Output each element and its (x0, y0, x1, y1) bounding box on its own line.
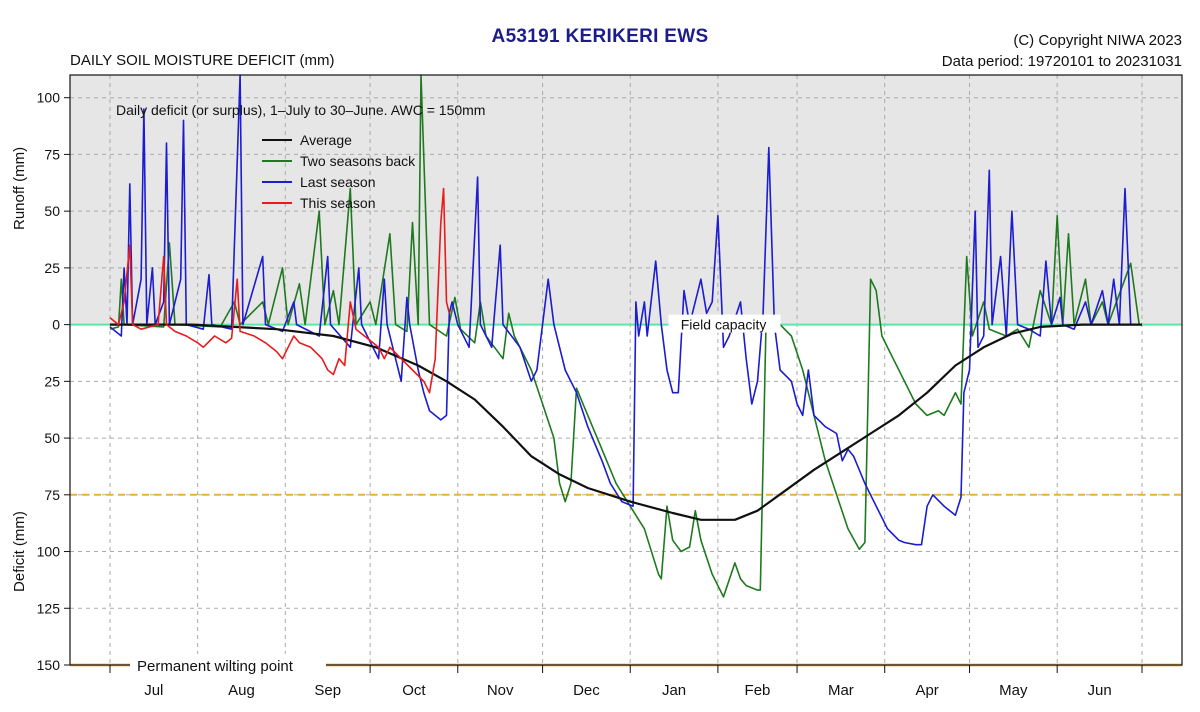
x-tick-label: Feb (745, 682, 771, 699)
y-axis-label-runoff: Runoff (mm) (11, 147, 28, 230)
y-tick-label: 25 (44, 373, 60, 389)
chart-title: A53191 KERIKERI EWS (491, 26, 709, 47)
legend-label: Average (300, 132, 352, 148)
y-tick-label: 100 (37, 90, 61, 106)
legend-label: Last season (300, 174, 376, 190)
y-tick-label: 50 (44, 203, 60, 219)
x-tick-label: Jul (144, 682, 163, 699)
x-tick-label: Mar (828, 682, 854, 699)
wilting-point-label-bg (130, 654, 326, 674)
axes: 100 75 50 25 0 25 50 75 100 125 150 Jul Aug Sep Oct Nov… (11, 90, 1143, 699)
legend-label: Two seasons back (300, 153, 416, 169)
y-tick-label: 25 (44, 260, 60, 276)
y-tick-label: 75 (44, 487, 60, 503)
y-tick-label: 100 (37, 544, 61, 560)
x-tick-label: Apr (915, 682, 938, 699)
legend-label: This season (300, 195, 375, 211)
y-tick-label: 50 (44, 430, 60, 446)
y-tick-label: 0 (52, 317, 60, 333)
x-tick-label: Sep (314, 682, 341, 699)
series-line-average (110, 323, 1142, 521)
series-lines (109, 74, 1142, 598)
x-tick-label: May (999, 682, 1028, 699)
x-tick-label: Jun (1087, 682, 1111, 699)
x-tick-label: Dec (573, 682, 600, 699)
copyright-notice: (C) Copyright NIWA 2023 (1013, 32, 1182, 49)
y-axis-label-deficit: Deficit (mm) (11, 511, 28, 592)
series-line-this-season (109, 187, 451, 394)
field-capacity-label: Field capacity (681, 317, 767, 333)
x-tick-label: Aug (228, 682, 255, 699)
legend: Average Two seasons back Last season This s… (262, 132, 416, 211)
data-period: Data period: 19720101 to 20231031 (941, 53, 1182, 70)
y-tick-label: 125 (37, 600, 61, 616)
x-tick-label: Oct (402, 682, 426, 699)
y-tick-label: 75 (44, 146, 60, 162)
chart-subtitle: DAILY SOIL MOISTURE DEFICIT (mm) (70, 52, 335, 69)
plot-frame (69, 74, 1183, 666)
chart-annotations: Daily deficit (or surplus), 1–July to 30… (116, 102, 781, 675)
series-line-two-seasons-back (109, 74, 1140, 598)
field-capacity-label-bg (668, 314, 781, 333)
wilting-point-label: Permanent wilting point (137, 658, 294, 675)
chart-note: Daily deficit (or surplus), 1–July to 30… (116, 102, 485, 118)
y-tick-label: 150 (37, 657, 61, 673)
x-tick-label: Nov (487, 682, 514, 699)
series-line-last-season (109, 74, 1142, 546)
x-tick-label: Jan (662, 682, 686, 699)
